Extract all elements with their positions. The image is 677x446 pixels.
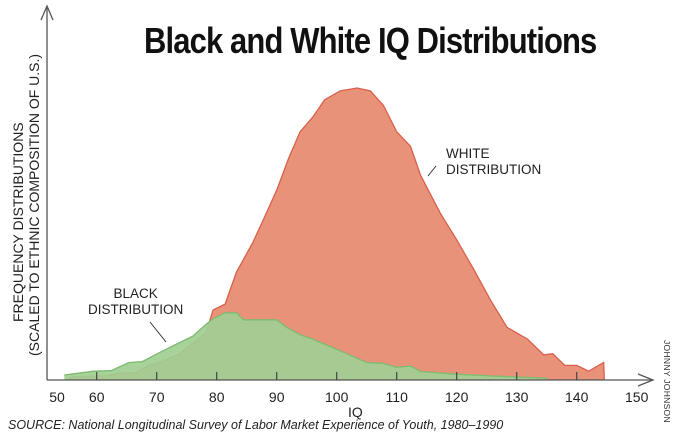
source-note: SOURCE: National Longitudinal Survey of … — [8, 418, 504, 432]
black-distribution-line — [64, 312, 548, 381]
x-tick-label: 100 — [325, 389, 349, 405]
x-tick-label: 150 — [625, 389, 649, 405]
white-distribution-area — [64, 88, 605, 380]
white-distribution-label: WHITE DISTRIBUTION — [446, 146, 541, 178]
x-tick-label: 140 — [565, 389, 589, 405]
white-label-leader — [427, 165, 437, 177]
y-axis-arrow — [40, 4, 54, 21]
x-tick-label: 70 — [149, 389, 165, 405]
y-axis-label-line2: (SCALED TO ETHNIC COMPOSITION OF U.S.) — [26, 53, 42, 356]
x-tick-label: 120 — [445, 389, 469, 405]
chart-title: Black and White IQ Distributions — [144, 20, 597, 61]
x-axis-label: IQ — [348, 404, 363, 420]
x-tick-label: 80 — [209, 389, 225, 405]
x-tick-label: 110 — [386, 389, 409, 405]
x-tick-label: 130 — [505, 389, 529, 405]
black-label-line2: DISTRIBUTION — [88, 302, 184, 317]
black-distribution-area — [64, 312, 548, 380]
artist-credit: JOHNNY JOHNSON — [662, 340, 672, 423]
x-tick-label: 60 — [89, 389, 105, 405]
x-tick-label: 50 — [49, 389, 65, 405]
x-axis-arrow — [637, 373, 655, 387]
black-distribution-label: BLACK DISTRIBUTION — [88, 286, 183, 318]
white-label-line1: WHITE — [446, 146, 490, 161]
black-label-leader — [149, 321, 167, 343]
white-label-line2: DISTRIBUTION — [446, 162, 542, 177]
y-axis-label-line1: FREQUENCY DISTRIBUTIONS — [10, 122, 26, 322]
x-tick-label: 90 — [269, 389, 285, 405]
black-label-line1: BLACK — [113, 286, 158, 301]
